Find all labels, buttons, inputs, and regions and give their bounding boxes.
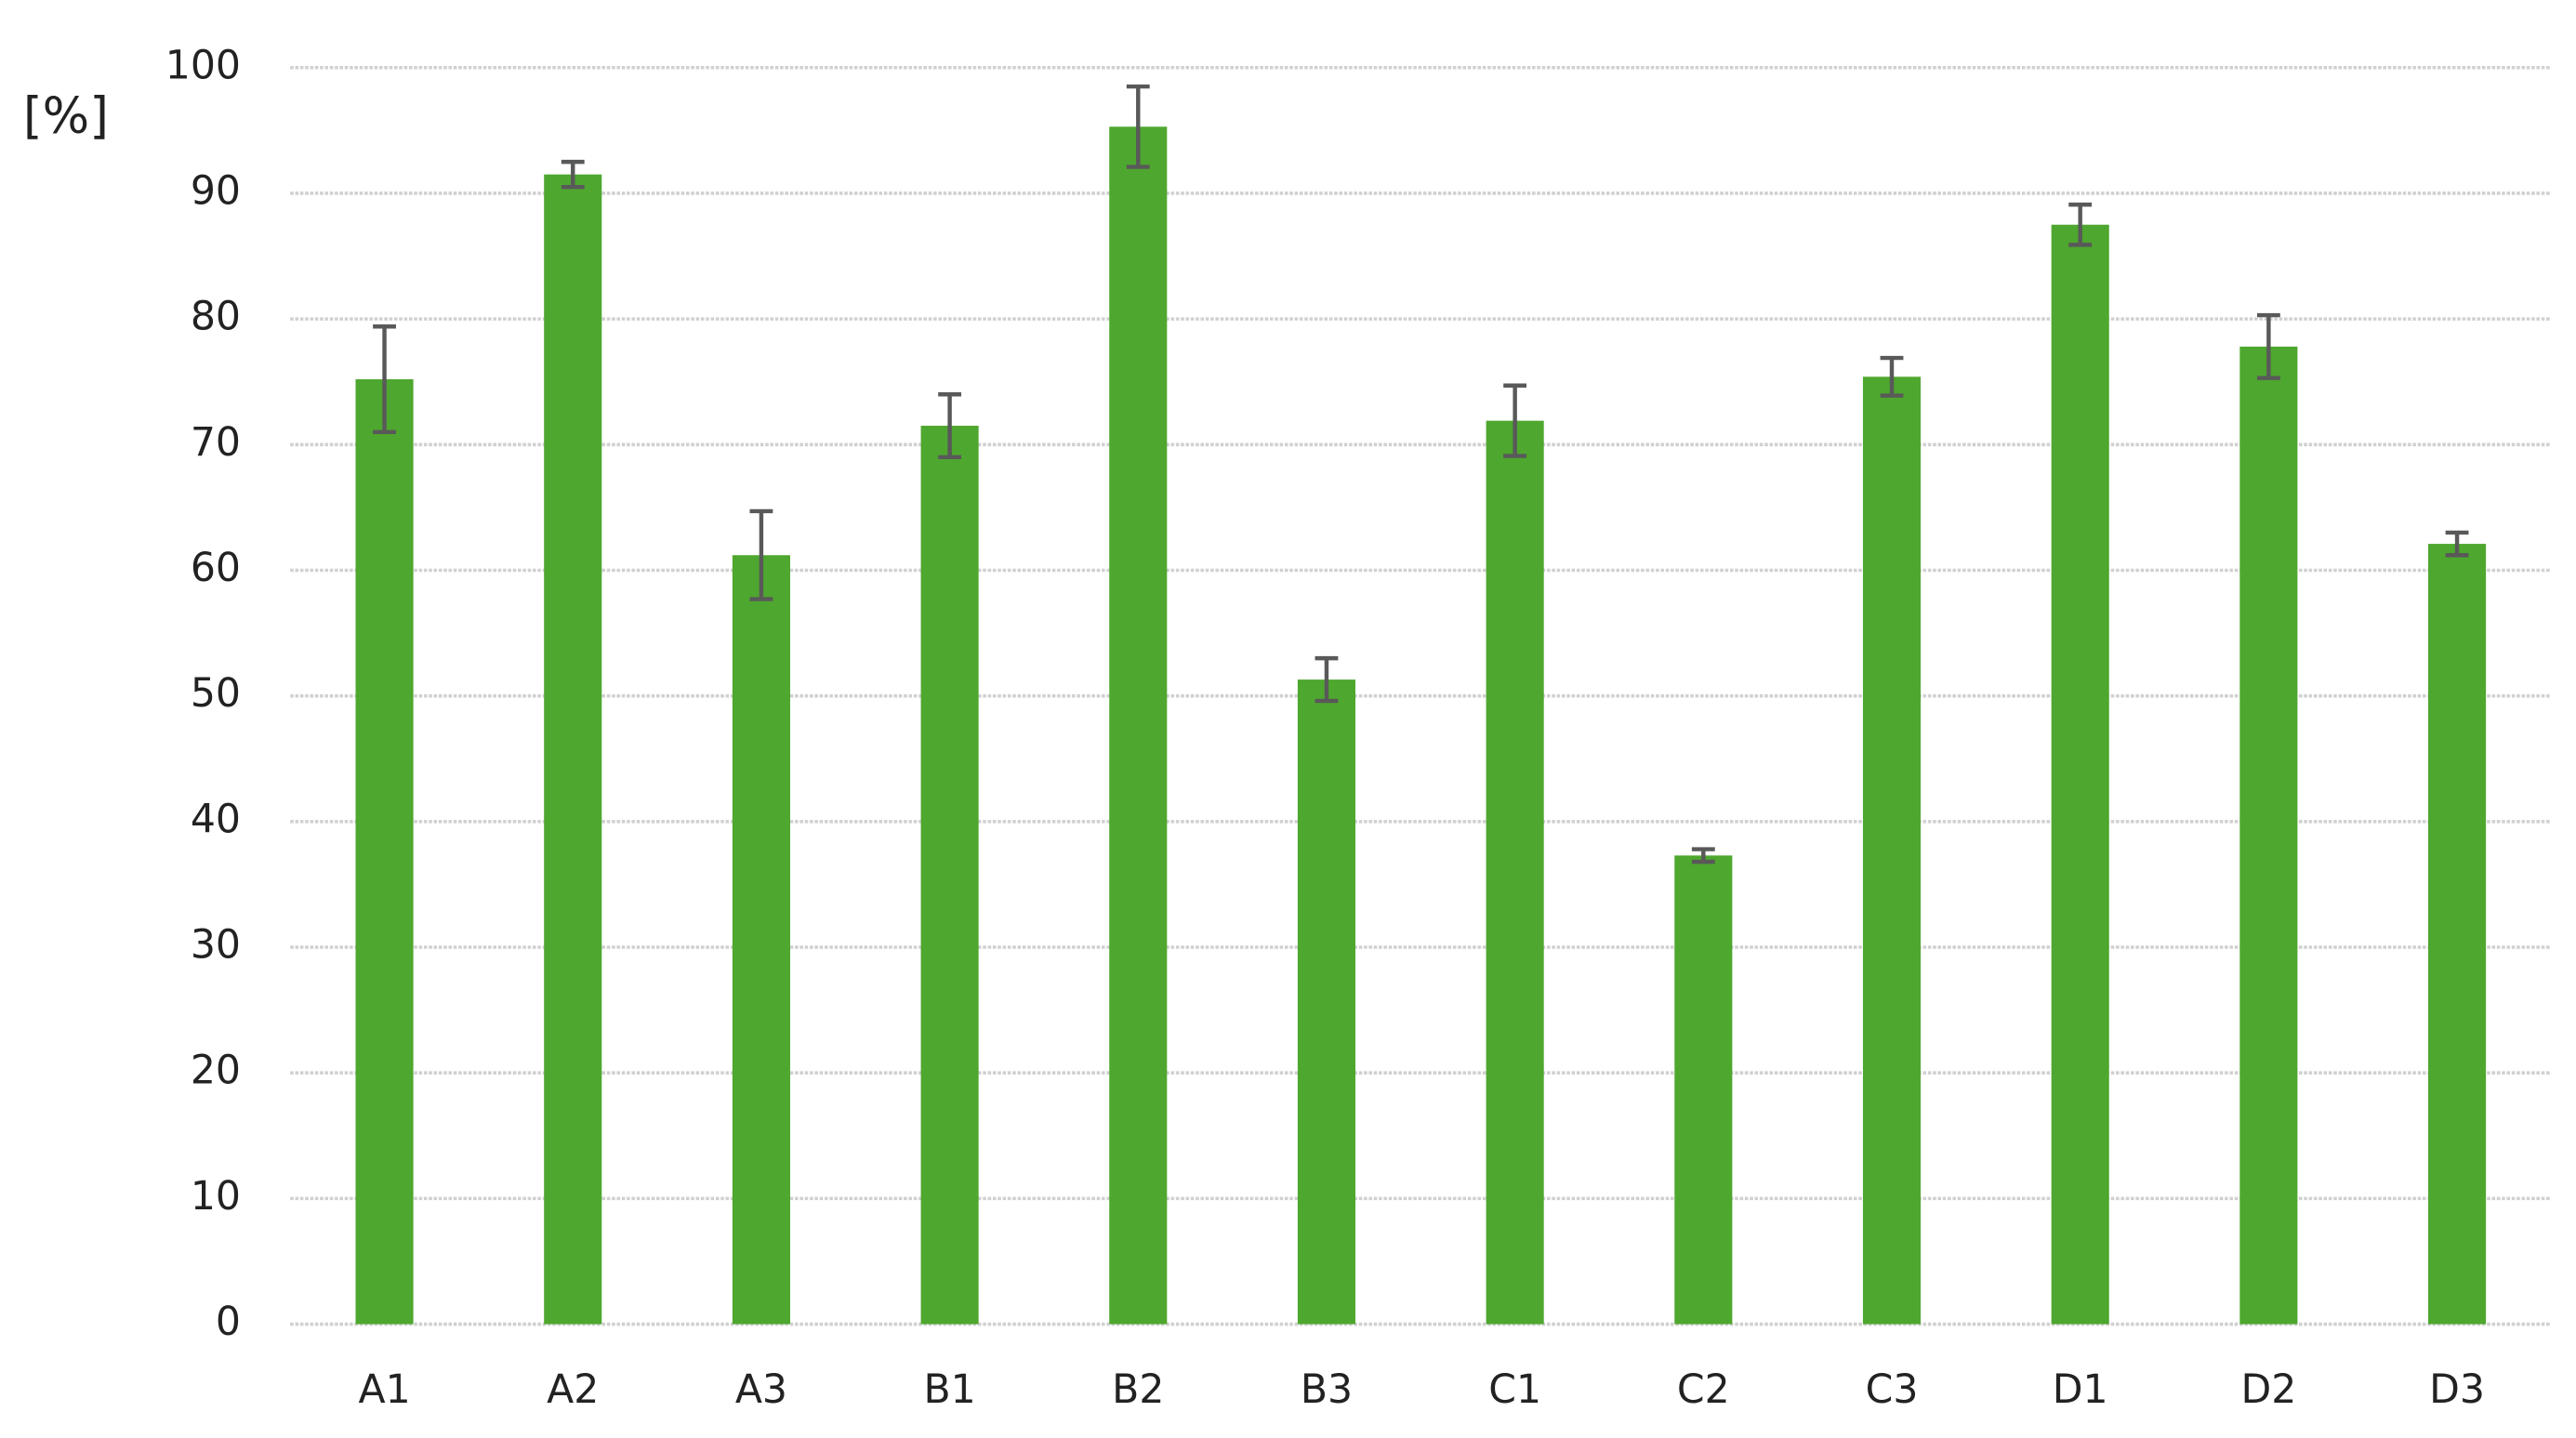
y-tick-label: 90 (191, 167, 241, 214)
error-bar-line (749, 508, 773, 601)
y-tick-label: 20 (191, 1048, 241, 1094)
error-bar (373, 324, 396, 435)
bar (920, 426, 979, 1325)
error-bar-line (1314, 655, 1339, 704)
error-bar (1691, 847, 1715, 864)
y-tick-label: 70 (191, 419, 241, 466)
y-tick-label: 60 (191, 545, 241, 591)
bar (732, 555, 790, 1325)
error-bar (1126, 84, 1150, 169)
error-bar (749, 508, 773, 601)
y-tick-label: 40 (191, 796, 241, 842)
x-tick-label: D1 (2053, 1366, 2108, 1413)
error-bar (2445, 530, 2469, 558)
error-bar-line (561, 159, 585, 190)
y-tick-label: 10 (191, 1173, 241, 1220)
y-tick-label: 50 (191, 670, 241, 717)
bar (544, 174, 602, 1325)
bar (1674, 855, 1733, 1325)
error-bar (2256, 312, 2280, 380)
bar (1486, 420, 1544, 1325)
bar (2428, 544, 2487, 1325)
error-bar-line (1126, 84, 1150, 169)
x-tick-label: B3 (1301, 1366, 1353, 1413)
bar (2051, 224, 2109, 1325)
x-tick-label: B1 (923, 1366, 975, 1413)
error-bar-line (2445, 530, 2469, 558)
x-tick-label: C3 (1866, 1366, 1919, 1413)
error-bar (1880, 355, 1904, 398)
error-bar-line (373, 324, 396, 435)
x-tick-label: A1 (358, 1366, 410, 1413)
error-bar-line (1880, 355, 1904, 398)
x-tick-label: B2 (1112, 1366, 1164, 1413)
bar (355, 379, 414, 1325)
x-tick-label: D2 (2240, 1366, 2296, 1413)
error-bar-line (938, 392, 962, 460)
x-tick-label: C2 (1677, 1366, 1730, 1413)
error-bar-line (2256, 312, 2280, 380)
bar (2239, 346, 2298, 1325)
x-tick-label: A2 (547, 1366, 599, 1413)
bar (1862, 376, 1922, 1325)
error-bar (2068, 202, 2093, 247)
y-tick-label: 80 (191, 294, 241, 340)
error-bar (938, 392, 962, 460)
x-tick-label: D3 (2429, 1366, 2485, 1413)
error-bar-line (1691, 847, 1715, 864)
error-bar-line (1503, 383, 1527, 458)
error-bar (561, 159, 585, 190)
y-tick-label: 100 (165, 42, 241, 88)
error-bar (1314, 655, 1339, 704)
error-bar (1503, 383, 1527, 458)
bar (1109, 126, 1168, 1325)
bar (1297, 679, 1356, 1325)
x-tick-label: C1 (1488, 1366, 1541, 1413)
x-tick-label: A3 (735, 1366, 787, 1413)
y-axis-label: [%] (23, 86, 109, 144)
y-tick-label: 30 (191, 922, 241, 969)
error-bar-line (2068, 202, 2093, 247)
y-tick-label: 0 (216, 1299, 241, 1345)
